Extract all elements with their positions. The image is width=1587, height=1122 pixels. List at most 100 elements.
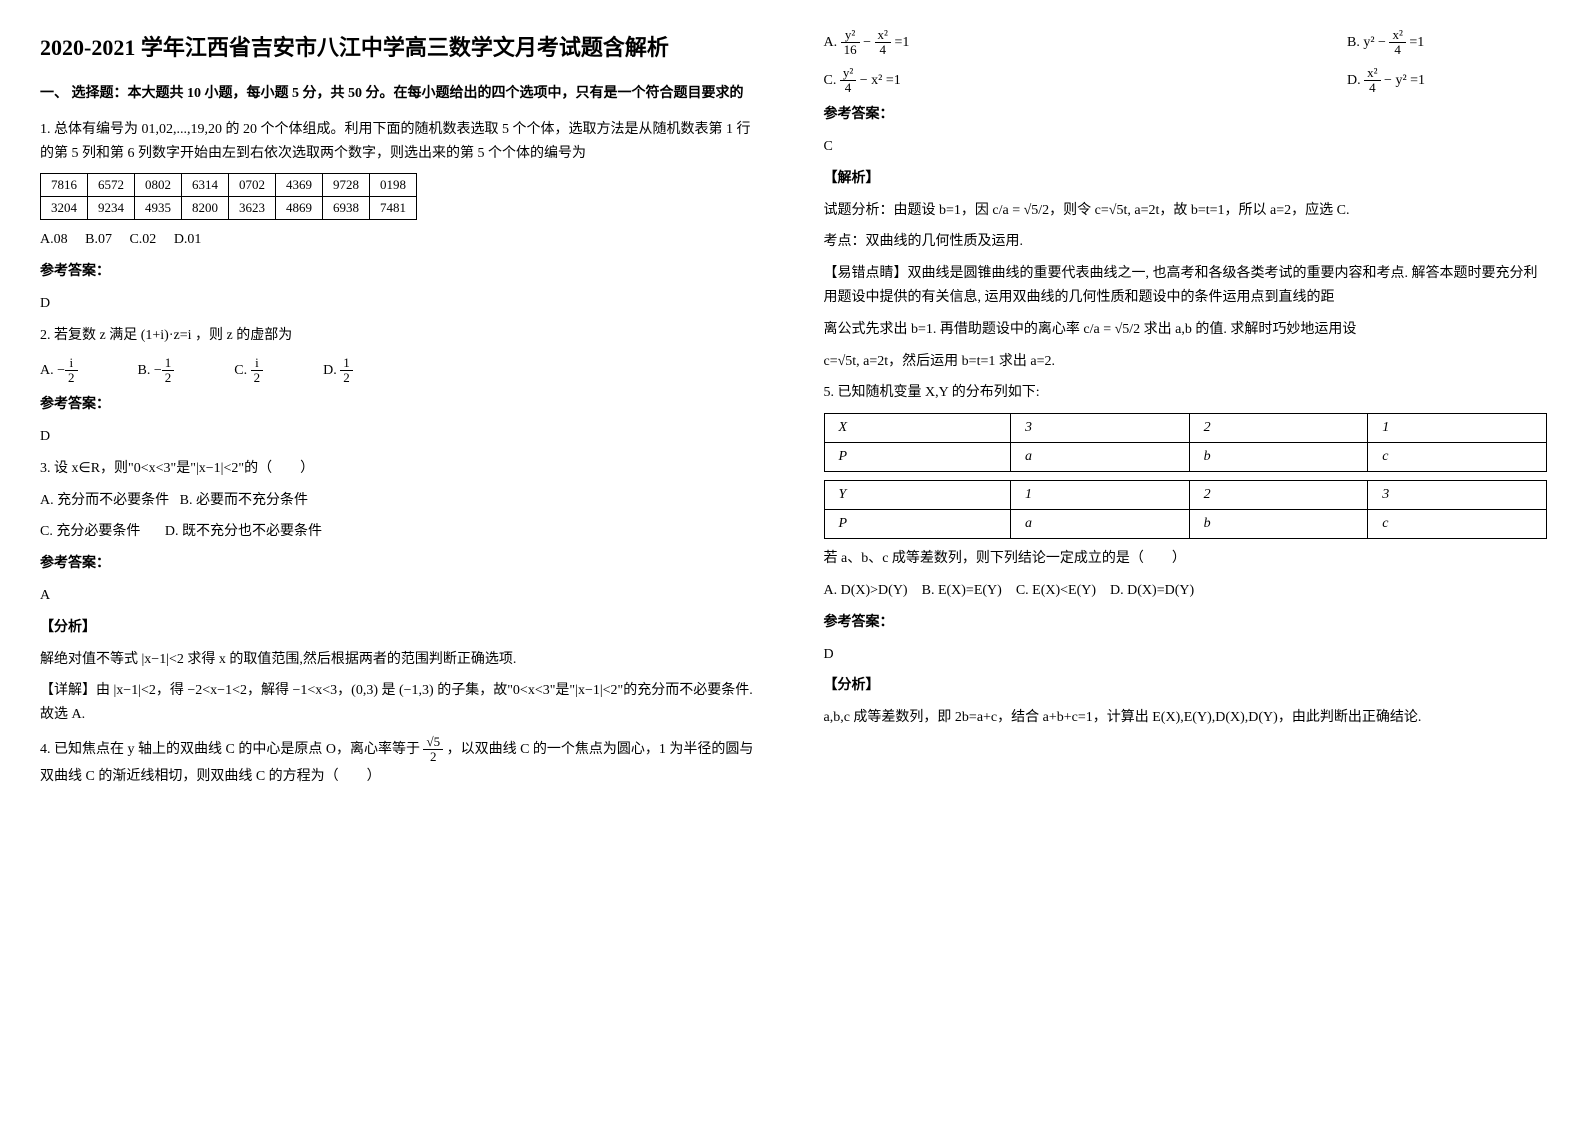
- q4-answer: C: [824, 135, 1548, 159]
- opt-b: B. −12: [138, 356, 175, 386]
- num: √5: [423, 735, 443, 750]
- opt-c: C. E(X)<E(Y): [1016, 583, 1096, 598]
- den: 4: [1389, 43, 1405, 57]
- num: x²: [875, 28, 891, 43]
- opt-b: B. 必要而不充分条件: [180, 493, 308, 508]
- opt-c: C. 充分必要条件: [40, 524, 140, 539]
- cell: 3: [1368, 481, 1547, 510]
- cell: 0198: [370, 174, 417, 197]
- random-number-table: 7816 6572 0802 6314 0702 4369 9728 0198 …: [40, 173, 417, 220]
- cell: a: [1010, 443, 1189, 472]
- opt-a: A.08: [40, 232, 68, 247]
- cell: 6938: [323, 197, 370, 220]
- cell: 9234: [88, 197, 135, 220]
- q1-stem: 1. 总体有编号为 01,02,...,19,20 的 20 个个体组成。利用下…: [40, 118, 764, 166]
- den: 4: [1364, 81, 1380, 95]
- cell: 6314: [182, 174, 229, 197]
- den: 2: [340, 371, 353, 385]
- cell: 2: [1189, 414, 1368, 443]
- q2-stem: 2. 若复数 z 满足 (1+i)·z=i ，则 z 的虚部为: [40, 324, 764, 348]
- cell: 4369: [276, 174, 323, 197]
- opt-d: D. x²4 − y² =1: [1347, 66, 1547, 96]
- cell: 4935: [135, 197, 182, 220]
- den: 2: [423, 750, 443, 764]
- num: 1: [162, 356, 175, 371]
- rhs: =1: [1410, 73, 1425, 88]
- q2-options: A. −i2 B. −12 C. i2 D. 12: [40, 356, 764, 386]
- opt-d: D. D(X)=D(Y): [1110, 583, 1194, 598]
- cell: 4869: [276, 197, 323, 220]
- opt-a: A. D(X)>D(Y): [824, 583, 908, 598]
- q4-text-a: 4. 已知焦点在 y 轴上的双曲线 C 的中心是原点 O，离心率等于: [40, 742, 423, 757]
- label: A.: [824, 35, 838, 50]
- analysis-label: 【分析】: [824, 674, 1548, 698]
- neg: −: [154, 363, 162, 378]
- q4-tip-1: 【易错点睛】双曲线是圆锥曲线的重要代表曲线之一, 也高考和各级各类考试的重要内容…: [824, 262, 1548, 310]
- rhs: =1: [1409, 35, 1424, 50]
- cell: 1: [1010, 481, 1189, 510]
- cell: 2: [1189, 481, 1368, 510]
- cell: 6572: [88, 174, 135, 197]
- cell: 1: [1368, 414, 1547, 443]
- q3-stem: 3. 设 x∈R，则"0<x<3"是"|x−1|<2"的（ ）: [40, 457, 764, 481]
- label: D.: [323, 363, 337, 378]
- dist-table-y: Y 1 2 3 P a b c: [824, 480, 1548, 539]
- q4-options-row1: A. y²16 − x²4 =1 B. y² − x²4 =1: [824, 28, 1548, 58]
- opt-d: D.01: [174, 232, 202, 247]
- num: x²: [1389, 28, 1405, 43]
- q1-answer: D: [40, 292, 764, 316]
- q2-text2: ，则 z 的虚部为: [195, 328, 292, 343]
- den: 2: [251, 371, 264, 385]
- opt-d: D. 12: [323, 356, 353, 386]
- q3-answer: A: [40, 584, 764, 608]
- q3-opts-cd: C. 充分必要条件 D. 既不充分也不必要条件: [40, 520, 764, 544]
- cell: 0802: [135, 174, 182, 197]
- answer-label: 参考答案：: [40, 260, 764, 284]
- q2-answer: D: [40, 425, 764, 449]
- q5-stem: 5. 已知随机变量 X,Y 的分布列如下:: [824, 381, 1548, 405]
- q2-formula: (1+i)·z=i: [141, 328, 192, 343]
- cell: 3204: [41, 197, 88, 220]
- opt-c: C. i2: [234, 356, 263, 386]
- answer-label: 参考答案：: [40, 552, 764, 576]
- opt-a: A. 充分而不必要条件: [40, 493, 169, 508]
- rhs: =1: [886, 73, 901, 88]
- page-title: 2020-2021 学年江西省吉安市八江中学高三数学文月考试题含解析: [40, 30, 764, 62]
- den: 16: [841, 43, 860, 57]
- cell: X: [824, 414, 1010, 443]
- opt-a: A. y²16 − x²4 =1: [824, 28, 1024, 58]
- label: B.: [1347, 35, 1360, 50]
- opt-b: B.07: [85, 232, 112, 247]
- cell: a: [1010, 510, 1189, 539]
- cell: Y: [824, 481, 1010, 510]
- cell: 3: [1010, 414, 1189, 443]
- den: 2: [162, 371, 175, 385]
- num: 1: [340, 356, 353, 371]
- dist-table-x: X 3 2 1 P a b c: [824, 413, 1548, 472]
- q5-answer: D: [824, 643, 1548, 667]
- label: A.: [40, 363, 54, 378]
- q5-analysis: a,b,c 成等差数列，即 2b=a+c，结合 a+b+c=1，计算出 E(X)…: [824, 706, 1548, 730]
- answer-label: 参考答案：: [824, 611, 1548, 635]
- opt-a: A. −i2: [40, 356, 78, 386]
- q1-options: A.08 B.07 C.02 D.01: [40, 228, 764, 252]
- answer-label: 参考答案：: [40, 393, 764, 417]
- t2: y²: [1395, 73, 1406, 88]
- cell: 8200: [182, 197, 229, 220]
- opt-c: C.02: [129, 232, 156, 247]
- num: i: [65, 356, 78, 371]
- cell: 9728: [323, 174, 370, 197]
- num: y²: [840, 66, 856, 81]
- q3-analysis-1: 解绝对值不等式 |x−1|<2 求得 x 的取值范围,然后根据两者的范围判断正确…: [40, 648, 764, 672]
- num: y²: [841, 28, 860, 43]
- neg: −: [57, 363, 65, 378]
- cell: 3623: [229, 197, 276, 220]
- opt-b: B. E(X)=E(Y): [922, 583, 1002, 598]
- q4-analysis-1: 试题分析：由题设 b=1，因 c/a = √5/2，则令 c=√5t, a=2t…: [824, 199, 1548, 223]
- den: 2: [65, 371, 78, 385]
- cell: 0702: [229, 174, 276, 197]
- cell: 7481: [370, 197, 417, 220]
- cell: b: [1189, 443, 1368, 472]
- cell: P: [824, 510, 1010, 539]
- section-heading: 一、 选择题：本大题共 10 小题，每小题 5 分，共 50 分。在每小题给出的…: [40, 82, 764, 106]
